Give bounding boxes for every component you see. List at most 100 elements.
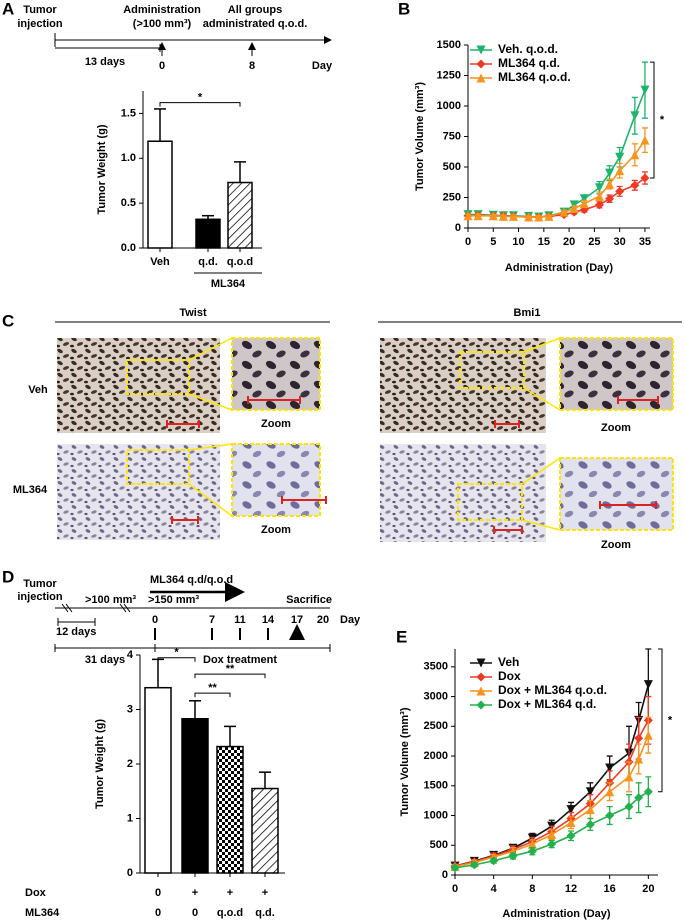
event-label: injection xyxy=(17,591,63,603)
bar xyxy=(227,181,253,249)
point xyxy=(594,200,604,210)
y-tick-label: 750 xyxy=(443,130,461,142)
legend-label: Dox + ML364 q.o.d. xyxy=(498,683,607,697)
interval-bracket xyxy=(155,644,331,652)
significance-bracket xyxy=(650,61,655,179)
zoom-label: Zoom xyxy=(601,422,631,434)
event-label: (>100 mm³) xyxy=(133,18,192,30)
event-label: Tumor xyxy=(23,4,57,16)
point xyxy=(594,191,604,201)
row-label: Veh xyxy=(28,384,48,396)
day-label: 0 xyxy=(152,614,158,626)
point xyxy=(489,856,499,866)
y-tick-label: 2500 xyxy=(424,720,448,732)
zoom-label: Zoom xyxy=(261,524,291,536)
zoom-region xyxy=(126,449,190,485)
zoom-image xyxy=(559,337,674,411)
point xyxy=(634,793,644,803)
significance-label: * xyxy=(198,92,203,104)
significance-label: * xyxy=(174,647,179,659)
x-tick-label: Veh xyxy=(150,256,170,268)
y-tick-label: 3 xyxy=(127,703,133,715)
point xyxy=(605,811,615,821)
point xyxy=(566,831,576,841)
x-tick-label: 12 xyxy=(565,883,577,895)
x-tick-label: q.d. xyxy=(198,256,218,268)
point xyxy=(605,787,615,797)
bar xyxy=(216,745,244,874)
day-label: 7 xyxy=(209,614,215,626)
point xyxy=(585,787,595,797)
micrograph xyxy=(380,338,546,433)
point xyxy=(585,805,595,815)
point xyxy=(463,211,473,221)
point xyxy=(615,152,625,162)
y-axis-label: Tumor Weight (g) xyxy=(94,719,106,809)
point xyxy=(579,194,589,204)
y-tick-label: 500 xyxy=(443,161,461,173)
legend-label: Dox + ML364 q.d. xyxy=(498,697,596,711)
x-tick-label: 16 xyxy=(604,883,616,895)
zoom-label: Zoom xyxy=(261,418,291,430)
y-tick-label: 250 xyxy=(443,191,461,203)
point xyxy=(544,211,554,221)
zoom-connector xyxy=(188,443,233,517)
interval-label: Dox treatment xyxy=(203,654,277,666)
y-tick-label: 1.5 xyxy=(121,107,136,119)
marker-title: Twist xyxy=(179,307,207,319)
event-label: Tumor xyxy=(23,578,57,590)
point xyxy=(605,168,615,178)
point xyxy=(476,672,486,682)
condition-name: Dox xyxy=(25,887,47,899)
y-tick-label: 0 xyxy=(127,867,133,879)
y-tick-label: 1500 xyxy=(424,780,448,792)
condition-label: + xyxy=(192,887,198,899)
day-label: 0 xyxy=(159,60,165,72)
condition-label: 0 xyxy=(192,907,198,919)
point xyxy=(640,85,650,95)
zoom-image xyxy=(231,337,321,411)
panel-label: C xyxy=(2,311,14,330)
x-tick-label: 15 xyxy=(538,236,550,248)
significance-label: * xyxy=(668,714,673,726)
day-unit: Day xyxy=(312,60,333,72)
point xyxy=(594,183,604,193)
point xyxy=(634,754,644,764)
point xyxy=(476,700,486,710)
point xyxy=(566,818,576,828)
significance-label: ** xyxy=(208,682,217,694)
point xyxy=(508,851,518,861)
micrograph xyxy=(57,338,220,433)
y-tick-label: 1500 xyxy=(437,39,461,51)
condition-label: 0 xyxy=(155,907,161,919)
dosing-arrow xyxy=(154,628,297,640)
zoom-label: Zoom xyxy=(601,539,631,551)
panel-label: B xyxy=(398,0,410,18)
condition-name: ML364 xyxy=(25,907,60,919)
point xyxy=(509,211,518,221)
bar xyxy=(195,218,221,249)
series-line xyxy=(468,139,646,218)
point xyxy=(547,839,557,849)
event-label: >100 mm³ xyxy=(85,594,136,606)
zoom-connector xyxy=(523,337,561,411)
y-tick-label: 0 xyxy=(455,222,461,234)
micrograph xyxy=(57,444,220,540)
interval-bracket xyxy=(54,644,156,652)
interval-bracket xyxy=(57,618,96,626)
bar xyxy=(144,686,172,874)
bar xyxy=(147,140,173,249)
point xyxy=(605,194,615,204)
panel-c: Twist Bmi1 Veh ML364 Zoom Zoom Zoom Zoom xyxy=(13,307,682,551)
point xyxy=(476,686,486,696)
x-tick-label: 10 xyxy=(512,236,524,248)
point xyxy=(605,179,615,189)
y-tick-label: 2 xyxy=(127,758,133,770)
x-tick-label: 20 xyxy=(563,236,575,248)
point xyxy=(547,830,557,840)
row-label: ML364 xyxy=(13,484,48,496)
point xyxy=(630,180,640,190)
event-label: ML364 q.d/q.o.d xyxy=(150,574,233,586)
point xyxy=(569,203,579,213)
